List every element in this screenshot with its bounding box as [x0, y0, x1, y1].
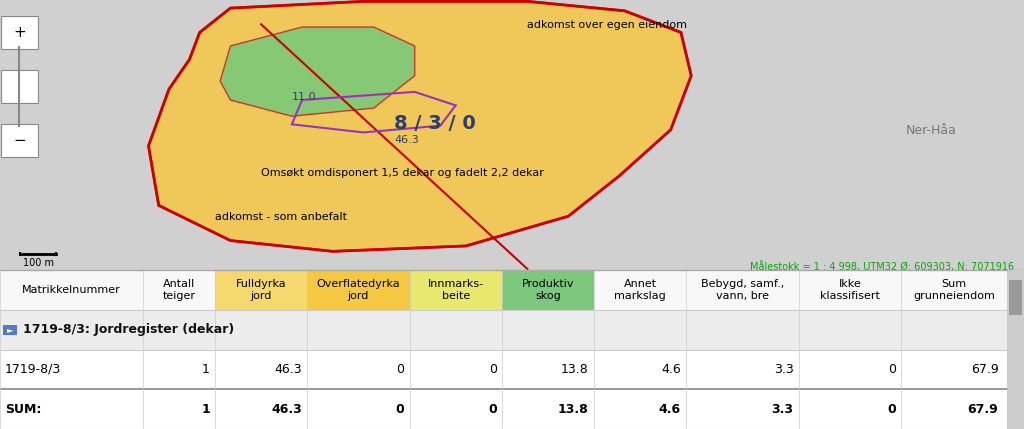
Text: 8 / 3 / 0: 8 / 3 / 0 — [394, 114, 476, 133]
Bar — [0, 350, 1007, 390]
Text: 13.8: 13.8 — [561, 363, 589, 376]
Bar — [0, 310, 1007, 350]
Text: Målestokk = 1 : 4 998, UTM32 Ø: 609303, N: 7071916: Målestokk = 1 : 4 998, UTM32 Ø: 609303, … — [750, 261, 1014, 272]
FancyBboxPatch shape — [1, 70, 38, 103]
Text: 3.3: 3.3 — [774, 363, 794, 376]
Text: Sum
grunneiendom: Sum grunneiendom — [913, 279, 994, 301]
Bar — [686, 270, 799, 310]
Text: 67.9: 67.9 — [968, 403, 998, 416]
Text: 11.0: 11.0 — [292, 92, 316, 102]
Text: Fulldyrka
jord: Fulldyrka jord — [236, 279, 287, 301]
Text: −: − — [13, 133, 26, 148]
Text: +: + — [13, 25, 26, 40]
Text: Omsøkt omdisponert 1,5 dekar og fadelt 2,2 dekar: Omsøkt omdisponert 1,5 dekar og fadelt 2… — [261, 168, 544, 178]
Text: Bebygd, samf.,
vann, bre: Bebygd, samf., vann, bre — [700, 279, 784, 301]
Text: Produktiv
skog: Produktiv skog — [521, 279, 574, 301]
Bar — [502, 270, 594, 310]
Bar — [594, 270, 686, 310]
Text: 4.6: 4.6 — [658, 403, 681, 416]
Text: 1719-8/3: Jordregister (dekar): 1719-8/3: Jordregister (dekar) — [23, 323, 233, 336]
Text: Ikke
klassifisert: Ikke klassifisert — [820, 279, 880, 301]
Text: 1: 1 — [201, 403, 210, 416]
FancyBboxPatch shape — [1, 16, 38, 48]
Text: adkomst over egen eiendom: adkomst over egen eiendom — [527, 20, 687, 30]
Text: 4.6: 4.6 — [662, 363, 681, 376]
Polygon shape — [220, 27, 415, 116]
Text: 3.3: 3.3 — [772, 403, 794, 416]
Bar — [1007, 270, 1024, 429]
Text: ►: ► — [7, 325, 13, 334]
Text: Antall
teiger: Antall teiger — [163, 279, 196, 301]
FancyBboxPatch shape — [1, 124, 38, 157]
Bar — [143, 270, 215, 310]
Bar — [215, 270, 307, 310]
Text: Innmarks-
beite: Innmarks- beite — [428, 279, 483, 301]
Bar — [1009, 280, 1022, 315]
Text: 0: 0 — [887, 403, 896, 416]
Text: 0: 0 — [395, 403, 404, 416]
Bar — [410, 270, 502, 310]
Text: adkomst - som anbefalt: adkomst - som anbefalt — [215, 212, 347, 222]
Text: 0: 0 — [487, 403, 497, 416]
Bar — [307, 270, 410, 310]
Text: Ner-Håa: Ner-Håa — [906, 124, 957, 137]
Text: 100 m: 100 m — [23, 258, 54, 268]
Text: 67.9: 67.9 — [971, 363, 998, 376]
Text: 46.3: 46.3 — [274, 363, 302, 376]
Bar — [799, 270, 901, 310]
Bar — [0, 390, 1007, 429]
Text: 1719-8/3: 1719-8/3 — [5, 363, 61, 376]
Bar — [0, 270, 143, 310]
Text: 0: 0 — [488, 363, 497, 376]
Text: SUM:: SUM: — [5, 403, 42, 416]
Text: 0: 0 — [888, 363, 896, 376]
Text: Annet
markslag: Annet markslag — [614, 279, 666, 301]
Bar — [901, 270, 1007, 310]
Text: 46.3: 46.3 — [394, 135, 419, 145]
Bar — [3, 325, 17, 335]
Text: 0: 0 — [396, 363, 404, 376]
Text: 1: 1 — [202, 363, 210, 376]
Text: Matrikkelnummer: Matrikkelnummer — [23, 285, 121, 295]
Polygon shape — [148, 1, 691, 251]
Text: 13.8: 13.8 — [558, 403, 589, 416]
Text: 46.3: 46.3 — [271, 403, 302, 416]
Text: Overflatedyrka
jord: Overflatedyrka jord — [316, 279, 400, 301]
